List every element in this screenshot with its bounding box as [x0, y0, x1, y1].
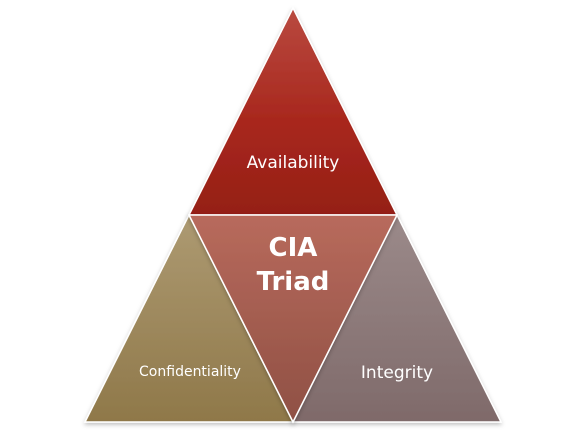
availability-segment: [187, 6, 399, 216]
confidentiality-label: Confidentiality: [139, 364, 241, 380]
integrity-label: Integrity: [361, 363, 433, 383]
triad-title-line1: CIA: [269, 233, 318, 263]
triad-title-line2: Triad: [257, 267, 330, 297]
availability-label: Availability: [247, 153, 340, 173]
triad-center-segment: [187, 214, 399, 424]
